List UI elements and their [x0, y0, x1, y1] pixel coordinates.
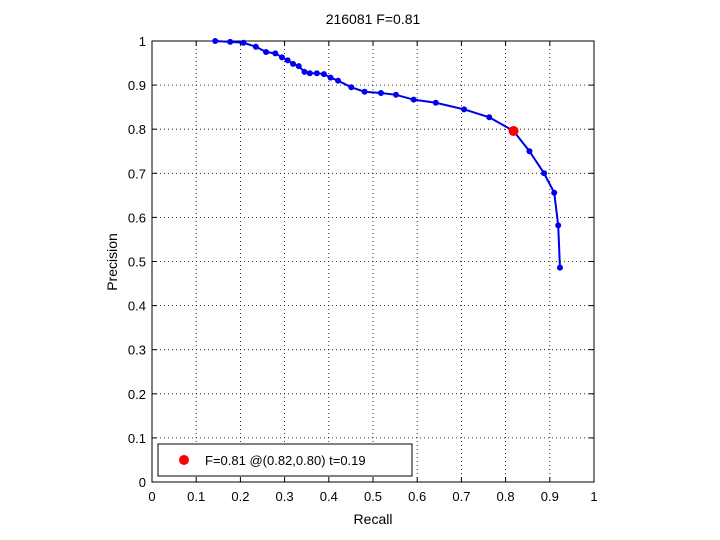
- pr-curve-point: [392, 91, 399, 98]
- pr-curve-point: [526, 148, 533, 155]
- chart-title: 216081 F=0.81: [326, 11, 421, 27]
- pr-curve-point: [486, 114, 493, 121]
- y-tick-label: 0.4: [128, 299, 146, 314]
- pr-curve-point: [278, 54, 285, 61]
- pr-curve-point: [541, 170, 548, 177]
- grid: [152, 41, 594, 482]
- axis-ticks: [151, 40, 595, 483]
- pr-curve-point: [284, 57, 291, 64]
- x-tick-label: 0.7: [452, 489, 470, 504]
- y-axis-label: Precision: [104, 233, 120, 291]
- x-tick-label: 0.5: [364, 489, 382, 504]
- x-tick-labels: 0 0.1 0.2 0.3 0.4 0.5 0.6 0.7 0.8 0.9 1: [148, 489, 597, 504]
- x-tick-label: 0.6: [408, 489, 426, 504]
- pr-curve-point: [432, 99, 439, 106]
- pr-curve-point: [263, 49, 270, 56]
- x-tick-label: 0.8: [497, 489, 515, 504]
- legend-marker: [179, 455, 189, 465]
- y-tick-label: 0.5: [128, 255, 146, 270]
- pr-curve-point: [556, 264, 563, 271]
- y-tick-label: 0.3: [128, 343, 146, 358]
- pr-curve-point: [377, 90, 384, 97]
- legend-box: [157, 443, 413, 477]
- pr-curve-point: [361, 88, 368, 95]
- pr-curve-point: [252, 43, 259, 50]
- y-tick-label: 0.8: [128, 122, 146, 137]
- series-layer: [212, 38, 563, 271]
- pr-curve-point: [240, 39, 247, 46]
- pr-curve-point: [295, 63, 302, 70]
- pr-curve-point: [327, 74, 334, 81]
- legend: F=0.81 @(0.82,0.80) t=0.19: [157, 443, 413, 477]
- y-tick-label: 0: [139, 475, 146, 490]
- pr-curve-point: [335, 77, 342, 84]
- pr-curve-point: [555, 222, 562, 229]
- x-tick-label: 0: [148, 489, 155, 504]
- x-tick-label: 0.2: [231, 489, 249, 504]
- x-tick-label: 0.1: [187, 489, 205, 504]
- x-tick-label: 0.4: [320, 489, 338, 504]
- x-tick-label: 1: [590, 489, 597, 504]
- y-tick-label: 0.7: [128, 166, 146, 181]
- legend-label: F=0.81 @(0.82,0.80) t=0.19: [205, 453, 366, 468]
- y-tick-label: 0.6: [128, 210, 146, 225]
- x-tick-label: 0.3: [276, 489, 294, 504]
- pr-curve-point: [461, 106, 468, 113]
- y-tick-label: 1: [139, 34, 146, 49]
- pr-curve-point: [227, 38, 234, 45]
- best-f-point: [508, 125, 519, 136]
- pr-curve-point: [313, 70, 320, 77]
- y-tick-label: 0.2: [128, 387, 146, 402]
- pr-curve-point: [212, 38, 219, 44]
- pr-curve-point: [410, 96, 417, 103]
- pr-curve-point: [551, 189, 558, 196]
- pr-curve-point: [306, 70, 313, 77]
- x-axis-label: Recall: [354, 511, 393, 527]
- pr-curve-point: [320, 71, 327, 78]
- y-tick-labels: 0 0.1 0.2 0.3 0.4 0.5 0.6 0.7 0.8 0.9 1: [128, 34, 146, 490]
- pr-curve-point: [272, 50, 279, 57]
- pr-curve-point: [348, 84, 355, 91]
- pr-curve-point: [289, 60, 296, 67]
- pr-curve-line: [215, 40, 561, 268]
- x-tick-label: 0.9: [541, 489, 559, 504]
- pr-curve-point: [301, 68, 308, 75]
- y-tick-label: 0.9: [128, 78, 146, 93]
- y-tick-label: 0.1: [128, 431, 146, 446]
